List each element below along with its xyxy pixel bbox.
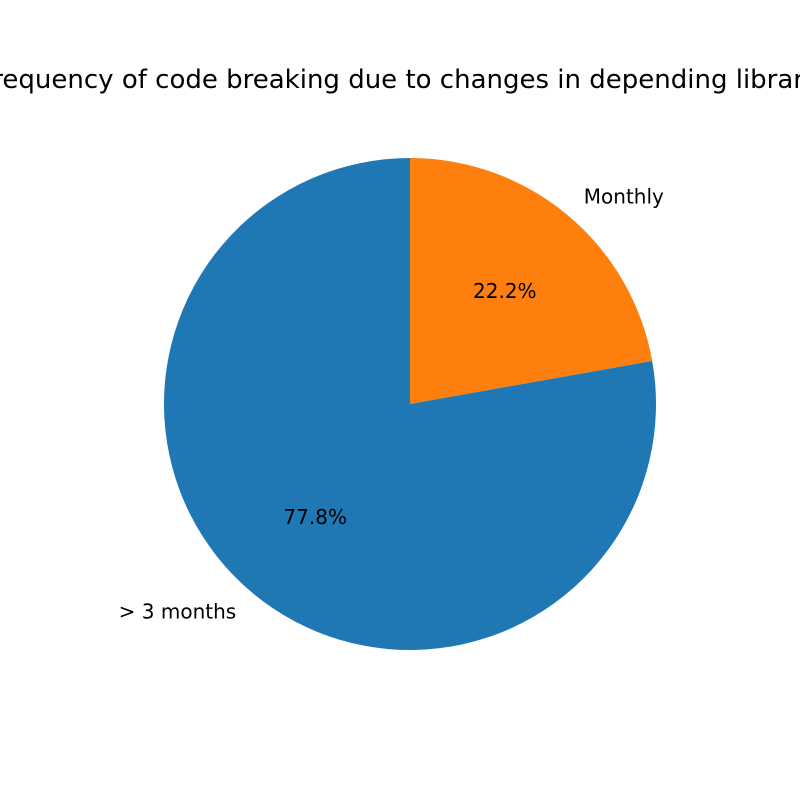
chart-title: Frequency of code breaking due to change… (0, 65, 800, 95)
pie-slices (163, 158, 656, 650)
pie-percent-label-1: 77.8% (283, 505, 347, 529)
pie-slice-0 (410, 158, 653, 404)
pie-labels: 22.2% Monthly 77.8% > 3 months (119, 185, 664, 624)
pie-category-label-0: Monthly (584, 185, 664, 209)
pie-percent-label-0: 22.2% (473, 279, 537, 303)
pie-category-label-1: > 3 months (119, 599, 237, 623)
pie-slice-1 (163, 158, 656, 650)
